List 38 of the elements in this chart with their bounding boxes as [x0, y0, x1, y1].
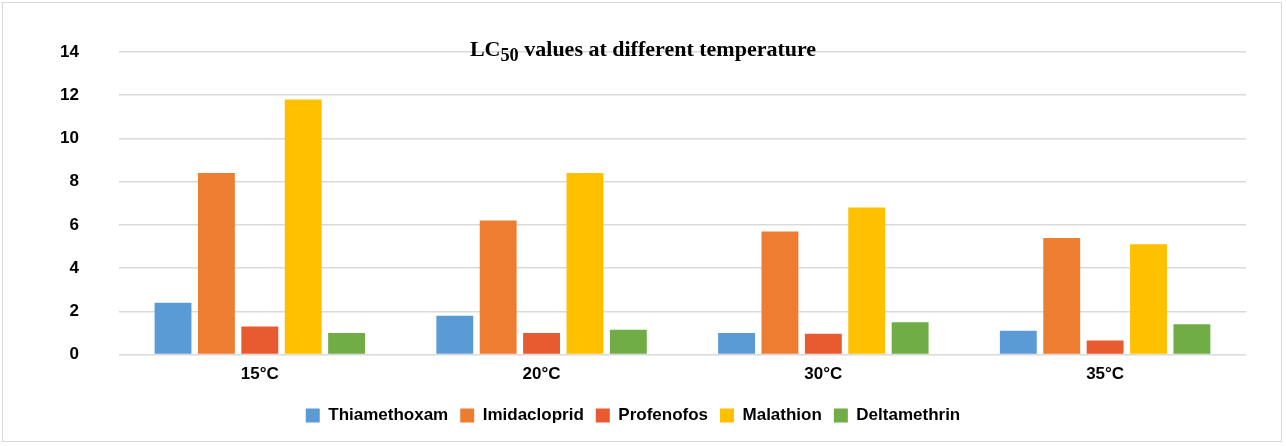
bar [523, 332, 561, 354]
y-tick-label: 6 [69, 214, 79, 234]
y-tick-label: 10 [59, 128, 79, 148]
x-tick-label: 20°C [522, 364, 561, 384]
bar [609, 329, 647, 354]
y-tick-label: 0 [69, 344, 79, 364]
y-tick-label: 12 [59, 84, 79, 104]
y-tick-label: 8 [69, 171, 79, 191]
bar [479, 220, 517, 354]
bar [804, 333, 842, 354]
bar [197, 173, 235, 354]
x-tick-label: 35°C [1086, 364, 1125, 384]
bar [1130, 244, 1167, 354]
legend-label: Imidacloprid [482, 405, 584, 425]
bar [1043, 237, 1081, 354]
bar [1086, 340, 1124, 354]
bar [891, 322, 929, 354]
bar [328, 332, 366, 354]
bar [436, 315, 474, 354]
bar [241, 326, 279, 354]
bar [848, 207, 886, 354]
x-tick-label: 30°C [804, 364, 843, 384]
bar [761, 231, 799, 354]
bar [718, 332, 755, 354]
legend-label: Deltamethrin [856, 405, 961, 425]
bar [154, 302, 192, 354]
chart-title: LC$_{50}$ values at different temperature [469, 36, 817, 66]
y-tick-label: 4 [69, 257, 80, 277]
bar [566, 173, 604, 354]
y-tick-label: 14 [59, 41, 80, 61]
bar [1173, 324, 1211, 354]
legend-label: Profenofos [618, 405, 709, 425]
bar [284, 99, 322, 354]
bar [999, 330, 1037, 354]
x-tick-label: 15°C [240, 364, 279, 384]
y-tick-label: 2 [69, 301, 79, 321]
legend-label: Thiamethoxam [328, 405, 449, 425]
legend-label: Malathion [742, 405, 822, 425]
